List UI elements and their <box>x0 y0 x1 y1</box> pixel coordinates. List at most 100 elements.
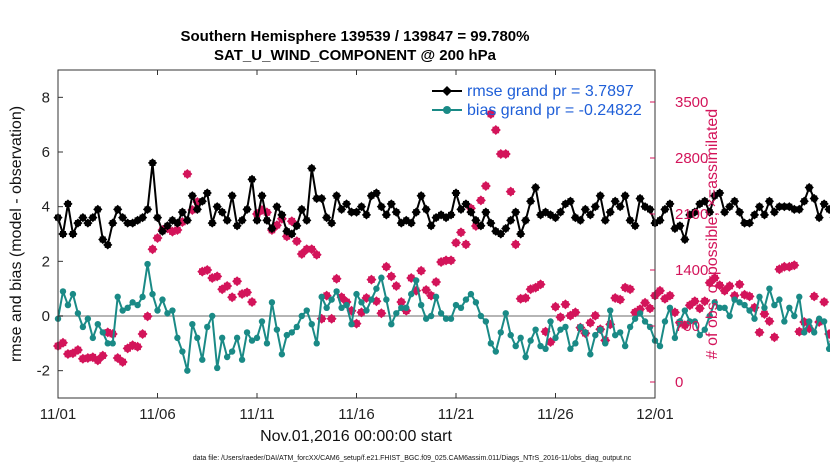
obs-marker-square <box>139 330 146 338</box>
rmse-marker-square <box>497 231 504 237</box>
obs-marker-square <box>666 292 674 299</box>
obs-marker-square <box>432 278 440 286</box>
rmse-marker-square <box>462 200 469 207</box>
rmse-point <box>486 218 496 228</box>
rmse-point <box>103 240 113 250</box>
y2-tick-label: 0 <box>675 374 683 391</box>
rmse-marker-square <box>592 203 599 210</box>
bias-point <box>671 334 679 342</box>
obs-marker-square <box>407 274 415 282</box>
rmse-point <box>734 207 745 217</box>
obs-count-point <box>152 233 163 243</box>
obs-marker-square <box>179 218 186 226</box>
rmse-marker-square <box>542 209 549 216</box>
bias-point <box>507 331 514 339</box>
obs-count-point <box>455 227 466 238</box>
bias-point <box>726 312 733 320</box>
rmse-marker-square <box>189 192 196 199</box>
rmse-point <box>635 193 645 204</box>
bias-point <box>94 321 102 328</box>
obs-count-point <box>769 332 780 343</box>
bias-point <box>139 293 146 301</box>
rmse-marker-square <box>234 222 241 229</box>
obs-marker-square <box>711 274 718 282</box>
rmse-point <box>531 182 541 193</box>
bias-point <box>199 356 206 363</box>
obs-count-point <box>510 239 521 250</box>
bias-point <box>477 312 485 320</box>
bias-point <box>328 296 335 303</box>
rmse-point <box>371 188 381 198</box>
obs-marker-square <box>198 268 206 275</box>
bias-point <box>422 315 430 322</box>
y-tick-label: 0 <box>42 308 50 325</box>
rmse-point <box>292 221 302 231</box>
y2-tick-label: 2800 <box>675 150 708 167</box>
obs-marker-square <box>656 287 664 295</box>
x-tick-label: 11/26 <box>537 406 573 423</box>
obs-marker-square <box>815 318 823 326</box>
rmse-point <box>799 196 809 206</box>
rmse-point <box>272 202 282 212</box>
bias-point <box>59 288 67 295</box>
rmse-marker-square <box>552 214 559 221</box>
rmse-marker-square <box>706 209 713 216</box>
obs-marker-square <box>208 274 216 282</box>
rmse-marker-square <box>214 203 221 210</box>
obs-count-point <box>247 297 258 307</box>
rmse-point <box>123 218 133 228</box>
rmse-point <box>426 221 436 231</box>
obs-marker-square <box>482 182 490 190</box>
obs-marker-square <box>89 353 97 361</box>
obs-count-point <box>480 181 491 191</box>
y2-tick-label: 3500 <box>675 94 708 111</box>
obs-marker-square <box>726 282 733 290</box>
bias-point <box>432 293 440 301</box>
rmse-marker-square <box>487 220 494 227</box>
rmse-marker-square <box>637 195 644 202</box>
rmse-point <box>700 196 710 206</box>
bias-point <box>293 323 300 331</box>
obs-count-point <box>560 299 571 310</box>
obs-count-point <box>326 313 337 324</box>
rmse-point <box>376 202 386 212</box>
obs-marker-square <box>218 285 226 293</box>
obs-marker-square <box>532 284 539 291</box>
rmse-marker-square <box>104 241 111 248</box>
obs-marker-square <box>766 317 773 325</box>
obs-marker-square <box>94 357 102 364</box>
rmse-marker-square <box>119 214 126 221</box>
rmse-point <box>202 188 212 198</box>
bias-point <box>223 353 231 361</box>
x-tick-label: 11/21 <box>438 406 474 423</box>
rmse-marker-square <box>443 214 450 221</box>
rmse-marker-square <box>268 225 275 232</box>
rmse-point <box>93 204 103 214</box>
obs-marker-square <box>129 341 136 349</box>
legend-rmse-marker <box>442 86 452 96</box>
obs-count-point <box>117 357 128 367</box>
obs-count-point <box>182 169 193 179</box>
rmse-point <box>441 213 451 223</box>
x-tick-label: 11/11 <box>239 406 274 423</box>
obs-count-point <box>311 249 322 260</box>
rmse-point <box>730 196 740 206</box>
obs-marker-square <box>383 263 390 271</box>
rmse-point <box>680 234 690 245</box>
rmse-point <box>322 213 332 223</box>
obs-marker-square <box>373 297 380 305</box>
rmse-point <box>516 229 526 239</box>
bias-point <box>607 307 614 314</box>
obs-count-point <box>475 195 486 206</box>
rmse-point <box>312 193 322 204</box>
rmse-marker-square <box>821 200 828 207</box>
rmse-point <box>197 196 207 206</box>
bias-point <box>806 318 813 325</box>
rmse-marker-square <box>776 203 783 210</box>
obs-marker-square <box>79 355 87 363</box>
rmse-marker-square <box>587 211 594 218</box>
obs-marker-square <box>462 241 470 248</box>
rmse-point <box>675 221 685 231</box>
rmse-marker-square <box>781 203 788 210</box>
rmse-marker-square <box>696 200 703 207</box>
